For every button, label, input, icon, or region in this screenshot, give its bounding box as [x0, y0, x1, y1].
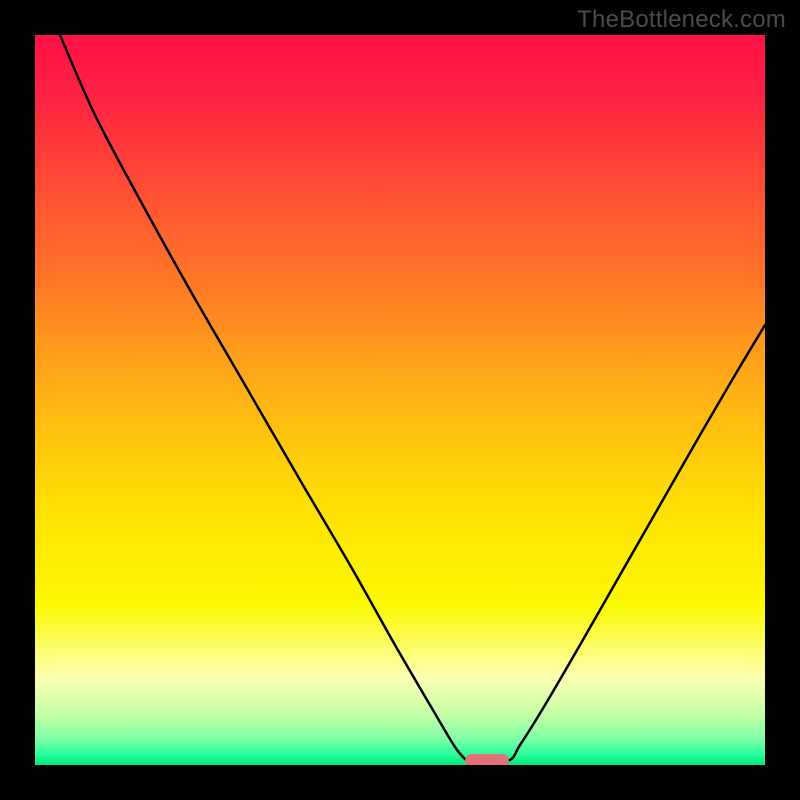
bottleneck-curve-chart [0, 0, 800, 800]
plot-area [35, 35, 765, 768]
bottleneck-chart: TheBottleneck.com [0, 0, 800, 800]
watermark-text: TheBottleneck.com [577, 6, 786, 34]
